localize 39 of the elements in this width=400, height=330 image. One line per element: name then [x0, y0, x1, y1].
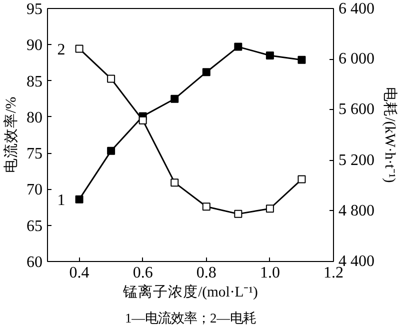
- point: [75, 195, 84, 204]
- point: [266, 204, 274, 213]
- point: [298, 175, 306, 184]
- point: [107, 74, 116, 83]
- x-tick-label: 1.2: [324, 264, 344, 282]
- point: [170, 178, 179, 187]
- x-axis-title: 锰离子浓度/(mol·L⁻¹): [122, 284, 258, 300]
- y2-tick-label: 6 400: [338, 0, 374, 18]
- x-tick-label: 0.8: [196, 264, 216, 282]
- point: [202, 68, 210, 76]
- point: [75, 44, 84, 53]
- point: [170, 94, 179, 103]
- y-tick-label: 75: [26, 146, 42, 163]
- y-tick-label: 70: [26, 182, 42, 199]
- y-tick-label: 85: [26, 73, 42, 90]
- point: [107, 146, 116, 155]
- y-axis-title: 电流效率/%: [2, 96, 20, 174]
- annotation: 1: [57, 192, 66, 209]
- y2-tick-label: 5 200: [338, 152, 374, 169]
- x-tick-label: 0.4: [69, 264, 90, 282]
- point: [234, 42, 242, 51]
- x-tick-label: 1.0: [260, 264, 280, 282]
- y-tick-label: 65: [26, 218, 42, 235]
- point: [138, 116, 147, 124]
- point: [298, 56, 306, 64]
- point: [234, 210, 242, 218]
- text: 1—电流效率；2—电耗: [125, 310, 256, 326]
- y-tick-label: 80: [26, 109, 42, 126]
- annotation: 2: [57, 41, 66, 58]
- x-tick-label: 0.6: [132, 264, 153, 282]
- point: [202, 202, 210, 211]
- y2-tick-label: 5 600: [338, 101, 374, 118]
- y-tick-label: 60: [26, 254, 42, 271]
- y2-axis-title: 电耗/(kW·h·t⁻¹): [382, 87, 398, 183]
- y2-tick-label: 6 000: [338, 50, 374, 68]
- y-tick-label: 90: [26, 37, 42, 54]
- point: [266, 51, 274, 60]
- y2-tick-label: 4 800: [338, 202, 374, 220]
- y-tick-label: 95: [26, 1, 42, 18]
